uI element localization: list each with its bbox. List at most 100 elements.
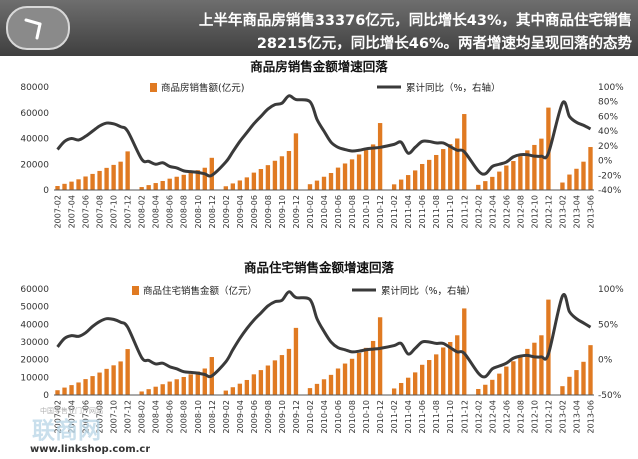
bar: [427, 360, 432, 395]
bar: [581, 161, 586, 190]
bar: [483, 181, 488, 190]
x-axis-tick: 2011-12: [460, 400, 469, 433]
bar: [532, 144, 537, 190]
legend-bar-label: 商品住宅销售金额（亿元）: [143, 285, 257, 297]
bar: [139, 187, 144, 190]
x-axis-tick: 2013-04: [572, 195, 581, 228]
left-axis-tick: 80000: [20, 83, 49, 93]
bar: [293, 133, 299, 190]
left-axis-tick: 40000: [20, 320, 49, 330]
x-axis-tick: 2011-06: [418, 400, 427, 433]
x-axis-tick: 2008-08: [180, 400, 189, 433]
bar: [335, 167, 341, 190]
bar: [539, 138, 544, 190]
bar: [412, 372, 418, 395]
bar: [560, 386, 565, 395]
bar: [230, 387, 236, 395]
x-axis-tick: 2008-12: [208, 400, 217, 433]
bar: [125, 349, 130, 395]
bar: [546, 299, 551, 395]
bar: [567, 174, 572, 190]
left-axis-tick: 20000: [20, 356, 49, 366]
bar: [153, 183, 158, 190]
bar: [363, 347, 369, 395]
x-axis-tick: 2012-08: [516, 195, 525, 228]
bar: [223, 186, 228, 190]
watermark-site: www.linkshop.com.cn: [30, 444, 150, 455]
yoy-line: [56, 94, 592, 178]
bar: [55, 390, 60, 395]
bar: [202, 368, 207, 395]
bar: [321, 176, 327, 190]
x-axis-tick: 2009-08: [264, 400, 273, 433]
bar: [490, 176, 495, 190]
x-axis-tick: 2007-06: [82, 400, 91, 433]
x-axis-tick: 2009-12: [292, 195, 301, 228]
bar: [111, 365, 116, 395]
x-axis-tick: 2007-02: [54, 400, 63, 433]
bar: [90, 376, 95, 395]
x-axis-tick: 2011-12: [460, 195, 469, 228]
bar: [504, 165, 509, 190]
x-axis-tick: 2008-10: [194, 195, 203, 228]
bar: [455, 138, 460, 190]
x-axis-tick: 2012-06: [502, 195, 511, 228]
bar: [377, 123, 383, 190]
bar: [321, 379, 327, 395]
x-axis-tick: 2009-10: [278, 195, 287, 228]
x-axis-tick: 2012-06: [502, 400, 511, 433]
bar: [504, 366, 509, 395]
bar: [181, 376, 186, 395]
bar: [342, 363, 348, 395]
bar: [69, 181, 74, 190]
bar: [202, 167, 207, 190]
chart-title: 商品房销售金额增速回落: [250, 59, 388, 74]
bar: [427, 159, 432, 190]
x-axis-tick: 2007-04: [68, 400, 77, 433]
bar: [118, 361, 123, 395]
bar: [293, 327, 299, 395]
x-axis-tick: 2010-04: [320, 195, 329, 228]
bar: [174, 379, 179, 395]
x-axis-tick: 2011-10: [446, 400, 455, 433]
bar: [525, 348, 530, 395]
x-axis-tick: 2013-02: [558, 195, 567, 228]
left-axis-tick: 10000: [20, 373, 49, 383]
bar: [76, 179, 81, 190]
x-axis-tick: 2007-08: [96, 195, 105, 228]
header-banner: 上半年商品房销售33376亿元，同比增长43%，其中商品住宅销售 28215亿元…: [0, 0, 638, 56]
bar: [265, 365, 271, 395]
x-axis-tick: 2010-02: [306, 195, 315, 228]
bar: [104, 368, 109, 395]
bar: [146, 185, 151, 190]
bar: [104, 167, 109, 190]
bar: [328, 173, 334, 190]
x-axis-tick: 2010-02: [306, 400, 315, 433]
x-axis-tick: 2010-06: [334, 400, 343, 433]
x-axis-tick: 2007-08: [96, 400, 105, 433]
bar: [90, 173, 95, 190]
bar: [490, 379, 495, 395]
bar: [377, 317, 383, 395]
x-axis-tick: 2009-06: [250, 400, 259, 433]
bar: [188, 172, 193, 190]
bar: [279, 156, 285, 190]
x-axis-tick: 2013-02: [558, 400, 567, 433]
bar: [574, 370, 579, 395]
right-axis-tick: 0%: [598, 356, 613, 366]
x-axis-tick: 2007-06: [82, 195, 91, 228]
bar: [476, 388, 481, 395]
bar: [497, 171, 502, 190]
bar: [258, 370, 264, 395]
x-axis-tick: 2010-12: [376, 400, 385, 433]
x-axis-tick: 2012-12: [544, 400, 553, 433]
linkshop-watermark: 中国零售业门户网站 联商网 www.linkshop.com.cn: [30, 406, 150, 455]
x-axis-tick: 2007-04: [68, 195, 77, 228]
bar: [370, 340, 376, 395]
bar: [286, 150, 292, 190]
bar: [518, 355, 523, 395]
bar: [146, 389, 151, 395]
bar: [588, 147, 593, 190]
bar: [448, 144, 453, 190]
bar: [237, 383, 243, 395]
